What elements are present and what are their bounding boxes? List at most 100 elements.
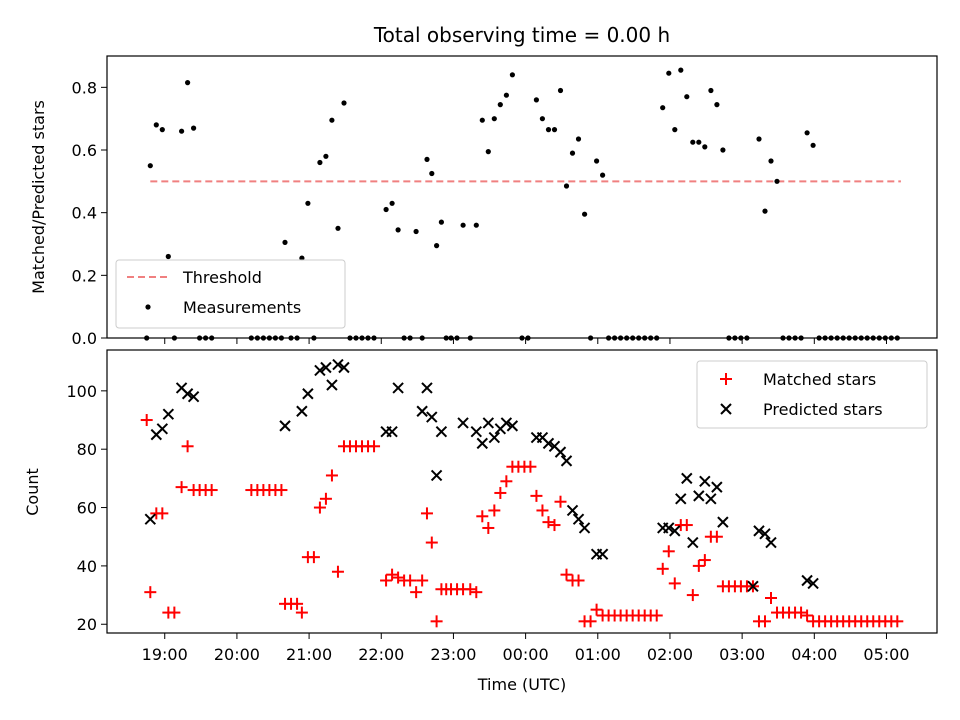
measurement-point xyxy=(413,228,419,235)
measurement-point xyxy=(153,122,159,128)
matched-star-point xyxy=(404,574,417,587)
measurement-point xyxy=(696,139,702,145)
measurement-point xyxy=(179,128,185,134)
matched-star-point xyxy=(758,615,771,628)
measurement-point xyxy=(191,125,197,131)
measurement-point xyxy=(299,255,305,261)
measurement-point xyxy=(438,219,444,225)
predicted-star-point xyxy=(476,437,489,450)
measurement-point xyxy=(159,127,165,133)
top-y-tick-label: 0.2 xyxy=(72,266,97,285)
matched-star-point xyxy=(692,559,705,572)
measurement-point xyxy=(714,102,720,108)
predicted-star-point xyxy=(687,536,699,549)
measurement-point xyxy=(341,100,347,106)
measurement-point xyxy=(563,183,570,189)
measurement-point xyxy=(551,127,558,133)
matched-star-point xyxy=(386,568,399,581)
measurement-point xyxy=(533,97,540,103)
measurement-point xyxy=(491,116,497,122)
predicted-star-point xyxy=(753,525,765,537)
matched-star-point xyxy=(470,586,483,599)
measurement-point xyxy=(479,117,485,123)
predicted-star-point xyxy=(675,493,687,505)
measurement-point xyxy=(147,163,153,169)
predicted-star-point xyxy=(669,525,681,537)
top-chart-title: Total observing time = 0.00 h xyxy=(373,23,670,47)
measurement-point xyxy=(509,72,515,78)
predicted-star-point xyxy=(162,408,175,420)
predicted-star-point xyxy=(663,522,675,534)
legend-matched-swatch xyxy=(720,373,732,385)
matched-star-point xyxy=(795,606,808,619)
predicted-star-point xyxy=(156,423,169,435)
matched-star-point xyxy=(710,530,723,543)
x-tick-label: 21:00 xyxy=(286,645,332,664)
matched-star-point xyxy=(500,475,513,488)
matched-star-point xyxy=(392,571,405,584)
predicted-star-point xyxy=(296,405,308,417)
matched-star-point xyxy=(668,577,681,590)
top-y-axis-label: Matched/Predicted stars xyxy=(29,100,48,294)
predicted-star-point xyxy=(681,472,693,485)
x-tick-label: 03:00 xyxy=(719,645,765,664)
measurement-point xyxy=(660,105,666,111)
matched-star-point xyxy=(319,492,332,505)
measurement-point xyxy=(762,208,768,214)
matched-star-point xyxy=(156,507,169,520)
matched-star-point xyxy=(698,554,711,567)
measurement-point xyxy=(575,136,582,142)
predicted-star-point xyxy=(332,358,344,371)
x-tick-label: 01:00 xyxy=(575,645,621,664)
predicted-star-point xyxy=(338,361,350,374)
measurement-point xyxy=(804,130,810,136)
predicted-star-point xyxy=(421,382,433,394)
predicted-star-point xyxy=(470,425,482,438)
measurement-point xyxy=(708,87,714,94)
measurement-point xyxy=(305,200,311,206)
predicted-star-point xyxy=(554,446,567,458)
x-tick-label: 23:00 xyxy=(430,645,476,664)
predicted-star-point xyxy=(386,425,398,438)
matched-star-point xyxy=(430,615,443,628)
top-legend-box xyxy=(115,259,346,329)
measurement-point xyxy=(672,127,678,133)
measurement-point xyxy=(582,211,588,217)
matched-star-point xyxy=(425,536,438,549)
measurement-point xyxy=(503,92,509,98)
matched-star-point xyxy=(554,495,567,508)
predicted-star-point xyxy=(302,388,314,400)
matched-star-point xyxy=(548,519,561,532)
matched-star-point xyxy=(140,414,153,427)
x-axis-label: Time (UTC) xyxy=(477,675,566,694)
matched-star-point xyxy=(144,586,157,599)
measurement-point xyxy=(165,253,171,260)
matched-star-point xyxy=(536,504,549,517)
measurement-point xyxy=(545,127,552,133)
matched-star-point xyxy=(205,484,218,497)
x-tick-label: 19:00 xyxy=(142,645,188,664)
predicted-star-point xyxy=(457,417,469,429)
measurement-point xyxy=(768,158,774,164)
predicted-star-point xyxy=(426,411,438,423)
x-tick-label: 04:00 xyxy=(791,645,837,664)
predicted-star-point xyxy=(482,417,495,429)
predicted-star-point xyxy=(506,420,519,432)
matched-star-point xyxy=(295,606,308,619)
predicted-star-point xyxy=(314,364,326,377)
top-axes-frame xyxy=(106,55,938,339)
matched-star-point xyxy=(560,568,573,581)
matched-star-point xyxy=(275,484,288,497)
top-y-tick-label: 0.0 xyxy=(72,329,97,348)
predicted-star-point xyxy=(187,390,200,403)
measurement-point xyxy=(424,156,430,162)
matched-star-point xyxy=(530,489,543,502)
top-y-tick-label: 0.6 xyxy=(72,141,97,160)
matched-star-point xyxy=(650,609,663,622)
measurement-point xyxy=(497,102,503,108)
predicted-star-point xyxy=(699,475,711,487)
bottom-axes-ticks: 19:00 20:00 21:00 22:00 23:00 00:00 01:00 02:00… xyxy=(66,382,909,664)
measurement-point xyxy=(434,243,440,249)
matched-star-point xyxy=(891,615,904,628)
